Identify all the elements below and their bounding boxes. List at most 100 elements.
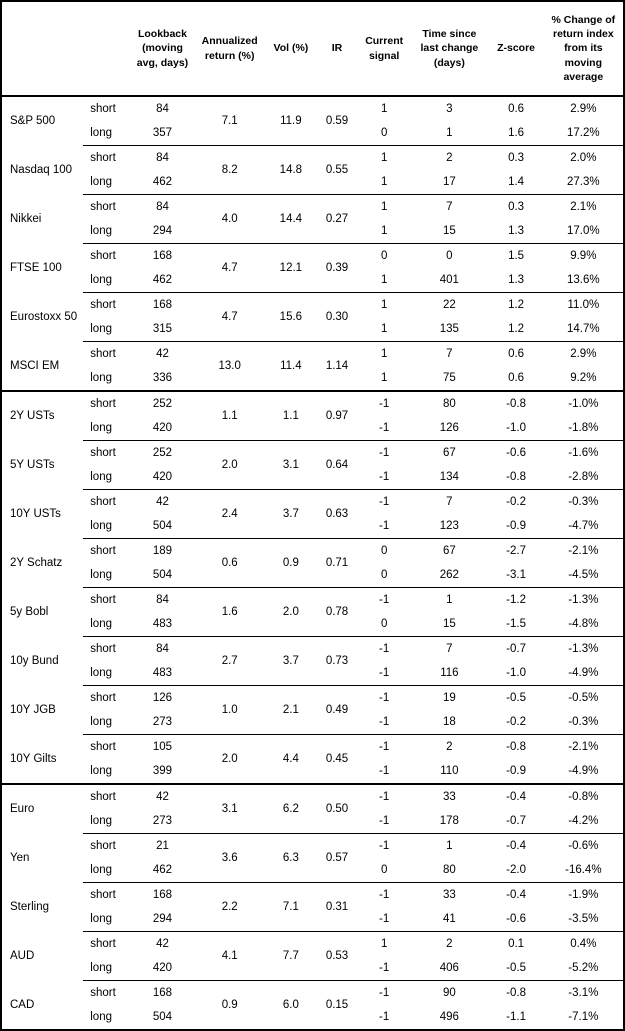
pct-change-cell: -1.8% <box>568 422 599 434</box>
time-since-cell: 0 <box>410 243 489 268</box>
z-score-cell: 0.6 <box>488 341 544 366</box>
column-header-instrument <box>1 1 84 97</box>
ir-cell: 0.63 <box>315 489 359 539</box>
table-row: long 462 0 80 -2.0 -16.4% <box>1 858 624 883</box>
current-signal-cell: -1 <box>358 390 411 416</box>
vol-cell: 6.2 <box>265 783 316 834</box>
pct-change-cell: 14.7% <box>567 323 600 335</box>
z-score-cell: -2.7 <box>488 538 544 563</box>
instrument-cell: 2Y Schatz <box>10 557 63 569</box>
time-since-cell: 67 <box>410 538 489 563</box>
z-score-cell: -0.9 <box>506 520 526 532</box>
current-signal-cell: 0 <box>358 243 411 268</box>
time-since-cell: 262 <box>439 569 459 581</box>
vol-cell: 6.3 <box>265 833 316 883</box>
leg-cell: short <box>83 636 132 661</box>
leg-cell: long <box>90 864 112 876</box>
pct-change-cell: -16.4% <box>565 864 602 876</box>
leg-cell: short <box>83 243 132 268</box>
ir-cell: 0.50 <box>315 783 359 834</box>
annualized-return-cell: 0.6 <box>193 538 266 588</box>
leg-cell: short <box>83 145 132 170</box>
pct-change-cell: 27.3% <box>567 176 600 188</box>
table-row: Eurostoxx 50 short 168 4.7 15.6 0.30 1 22 1.2 11.… <box>1 292 624 342</box>
time-since-cell: 1 <box>410 833 489 858</box>
instrument-cell: Nikkei <box>10 213 42 225</box>
time-since-cell: 80 <box>410 390 489 416</box>
z-score-cell: -0.4 <box>488 882 544 907</box>
column-header-annualized-return: Annualized return (%) <box>193 1 266 97</box>
lookback-cell: 336 <box>152 372 173 384</box>
table-row: long 420 -1 406 -0.5 -5.2% <box>1 956 624 981</box>
current-signal-cell: -1 <box>379 422 390 434</box>
leg-cell: long <box>90 716 112 728</box>
current-signal-cell: -1 <box>379 667 390 679</box>
vol-cell: 14.4 <box>265 194 316 244</box>
current-signal-cell: -1 <box>358 833 411 858</box>
lookback-cell: 105 <box>131 734 194 759</box>
z-score-cell: -0.8 <box>488 980 544 1005</box>
pct-change-cell: -4.2% <box>568 815 599 827</box>
lookback-cell: 483 <box>152 667 173 679</box>
table-row: long 462 1 401 1.3 13.6% <box>1 268 624 293</box>
ir-cell: 0.49 <box>315 685 359 735</box>
z-score-cell: 0.6 <box>488 95 544 121</box>
lookback-cell: 42 <box>131 931 194 956</box>
instrument-cell: S&P 500 <box>1 95 84 146</box>
current-signal-cell: 1 <box>380 225 388 237</box>
table-row: long 273 -1 18 -0.2 -0.3% <box>1 710 624 735</box>
current-signal-cell: 0 <box>358 538 411 563</box>
time-since-cell: 1 <box>446 127 453 139</box>
annualized-return-cell: 2.7 <box>193 636 266 686</box>
z-score-cell: -1.2 <box>488 587 544 612</box>
column-header-vol: Vol (%) <box>265 1 316 97</box>
leg-cell: long <box>90 422 112 434</box>
time-since-cell: 7 <box>410 194 489 219</box>
lookback-cell: 168 <box>131 980 194 1005</box>
table-row: Nikkei short 84 4.0 14.4 0.27 1 7 0.3 2.1% <box>1 194 624 244</box>
table-row: MSCI EM short 42 13.0 11.4 1.14 1 7 0.6 2.9% <box>1 341 624 391</box>
pct-change-cell: -1.0% <box>543 390 624 416</box>
instrument-cell: 5y Bobl <box>10 606 49 618</box>
table-row: S&P 500 short 84 7.1 11.9 0.59 1 3 0.6 2.9% <box>1 95 624 146</box>
current-signal-cell: -1 <box>379 913 390 925</box>
table-row: Euro short 42 3.1 6.2 0.50 -1 33 -0.4 -0.8% <box>1 783 624 834</box>
pct-change-cell: -5.2% <box>568 962 599 974</box>
leg-cell: short <box>83 194 132 219</box>
table-row: Nasdaq 100 short 84 8.2 14.8 0.55 1 2 0.3 2.0% <box>1 145 624 195</box>
table-row: long 273 -1 178 -0.7 -4.2% <box>1 809 624 834</box>
annualized-return-cell: 8.2 <box>193 145 266 195</box>
table-row: long 420 -1 134 -0.8 -2.8% <box>1 465 624 490</box>
time-since-cell: 80 <box>442 864 456 876</box>
pct-change-cell: -1.9% <box>543 882 624 907</box>
lookback-cell: 42 <box>131 489 194 514</box>
ir-cell: 1.14 <box>315 341 359 391</box>
table-row: 2Y Schatz short 189 0.6 0.9 0.71 0 67 -2.7 -2.1% <box>1 538 624 588</box>
z-score-cell: -0.2 <box>488 489 544 514</box>
z-score-cell: 0.3 <box>488 194 544 219</box>
instrument-cell: 5Y USTs <box>10 459 55 471</box>
vol-cell: 1.1 <box>265 390 316 441</box>
lookback-cell: 21 <box>131 833 194 858</box>
current-signal-cell: -1 <box>379 471 390 483</box>
ir-cell: 0.30 <box>315 292 359 342</box>
lookback-cell: 168 <box>131 292 194 317</box>
vol-cell: 3.7 <box>265 489 316 539</box>
leg-cell: long <box>90 618 112 630</box>
table-row: 10y Bund short 84 2.7 3.7 0.73 -1 7 -0.7 -1.3% <box>1 636 624 686</box>
leg-cell: short <box>83 734 132 759</box>
time-since-cell: 7 <box>410 636 489 661</box>
lookback-cell: 84 <box>131 95 194 121</box>
current-signal-cell: 0 <box>380 569 388 581</box>
current-signal-cell: -1 <box>358 734 411 759</box>
current-signal-cell: -1 <box>358 440 411 465</box>
z-score-cell: 1.2 <box>488 292 544 317</box>
ir-cell: 0.31 <box>315 882 359 932</box>
pct-change-cell: -1.6% <box>543 440 624 465</box>
table-row: long 504 0 262 -3.1 -4.5% <box>1 563 624 588</box>
ir-cell: 0.15 <box>315 980 359 1030</box>
time-since-cell: 178 <box>439 815 459 827</box>
table-row: long 483 -1 116 -1.0 -4.9% <box>1 661 624 686</box>
z-score-cell: -0.7 <box>506 815 526 827</box>
column-header-time-since: Time since last change (days) <box>410 1 489 97</box>
